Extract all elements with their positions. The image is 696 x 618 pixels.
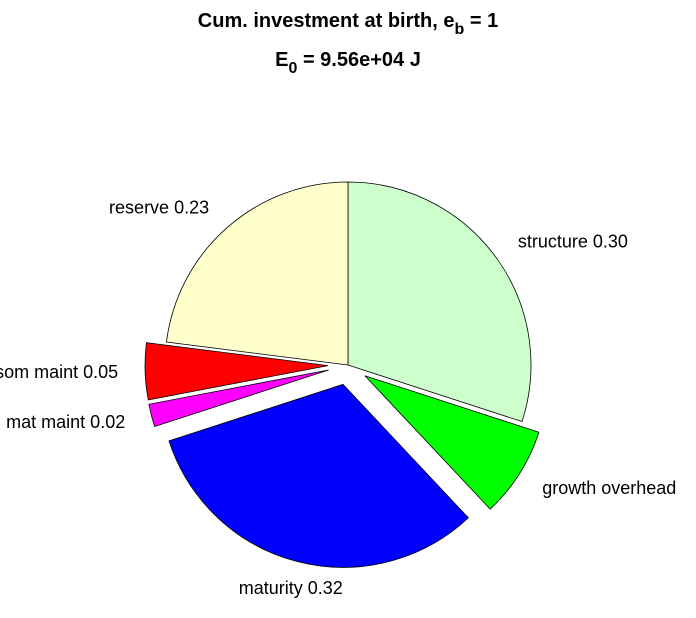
slice-label: structure 0.30 (518, 232, 628, 252)
slice-label: mat maint 0.02 (6, 412, 125, 432)
pie-slice (165, 181, 349, 366)
chart-subtitle: E0 = 9.56e+04 J (275, 49, 421, 77)
title-after: = 1 (464, 10, 498, 32)
chart-title: Cum. investment at birth, eb = 1 (198, 10, 498, 38)
slice-label: maturity 0.32 (239, 578, 343, 598)
title-main: Cum. investment at birth, e (198, 10, 455, 32)
slice-label: reserve 0.23 (109, 197, 209, 217)
pie-slice (168, 383, 469, 568)
slice-label: som maint 0.05 (0, 362, 118, 382)
pie-slice (347, 181, 532, 423)
subtitle-after: = 9.56e+04 J (297, 49, 420, 71)
subtitle-main: E (275, 49, 288, 71)
pie-slice (364, 375, 540, 510)
slice-label: growth overhead (542, 478, 676, 498)
pie-slice (148, 369, 329, 428)
subtitle-sub: 0 (288, 60, 297, 77)
pie-slice (144, 342, 329, 401)
title-sub: b (455, 21, 465, 38)
